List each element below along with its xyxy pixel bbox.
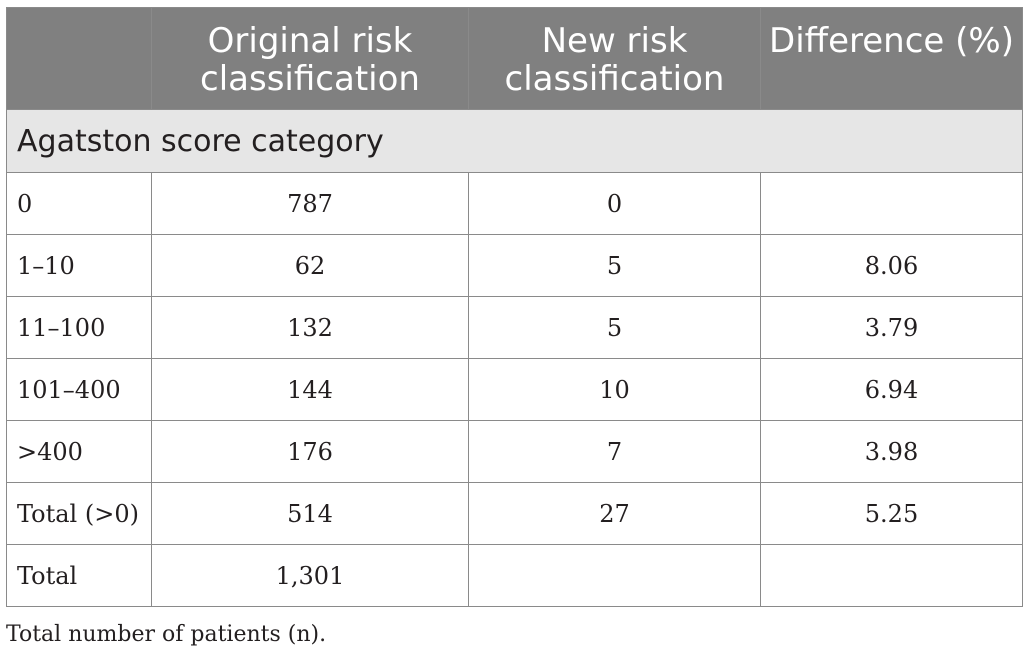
risk-classification-table: Original risk classification New risk cl… <box>6 7 1023 607</box>
row-original: 144 <box>151 358 469 421</box>
row-original: 787 <box>151 172 469 235</box>
header-difference: Difference (%) <box>760 7 1023 110</box>
row-category: >400 <box>6 420 152 483</box>
row-original: 62 <box>151 234 469 297</box>
row-original: 514 <box>151 482 469 545</box>
row-category: Total <box>6 544 152 607</box>
row-category: 101–400 <box>6 358 152 421</box>
row-category: 1–10 <box>6 234 152 297</box>
row-new: 0 <box>468 172 761 235</box>
table-row: Total 1,301 <box>6 544 1023 607</box>
table-row: >400 176 7 3.98 <box>6 420 1023 483</box>
row-category: 11–100 <box>6 296 152 359</box>
header-new-risk: New risk classification <box>468 7 761 110</box>
section-label: Agatston score category <box>6 109 1023 173</box>
header-empty-cell <box>6 7 152 110</box>
row-new: 7 <box>468 420 761 483</box>
table-footnote: Total number of patients (n). <box>6 622 327 647</box>
row-difference: 6.94 <box>760 358 1023 421</box>
row-new: 10 <box>468 358 761 421</box>
header-original-risk: Original risk classification <box>151 7 469 110</box>
row-new: 5 <box>468 296 761 359</box>
row-difference: 3.98 <box>760 420 1023 483</box>
table-row: 11–100 132 5 3.79 <box>6 296 1023 359</box>
table-row: Total (>0) 514 27 5.25 <box>6 482 1023 545</box>
row-original: 132 <box>151 296 469 359</box>
table-row: 101–400 144 10 6.94 <box>6 358 1023 421</box>
row-difference <box>760 172 1023 235</box>
row-category: 0 <box>6 172 152 235</box>
row-original: 176 <box>151 420 469 483</box>
row-new: 5 <box>468 234 761 297</box>
row-difference <box>760 544 1023 607</box>
table-header-row: Original risk classification New risk cl… <box>6 7 1023 110</box>
row-original: 1,301 <box>151 544 469 607</box>
table-row: 1–10 62 5 8.06 <box>6 234 1023 297</box>
table-row: 0 787 0 <box>6 172 1023 235</box>
section-row: Agatston score category <box>6 109 1023 173</box>
row-new <box>468 544 761 607</box>
row-category: Total (>0) <box>6 482 152 545</box>
row-difference: 3.79 <box>760 296 1023 359</box>
row-difference: 5.25 <box>760 482 1023 545</box>
row-difference: 8.06 <box>760 234 1023 297</box>
row-new: 27 <box>468 482 761 545</box>
